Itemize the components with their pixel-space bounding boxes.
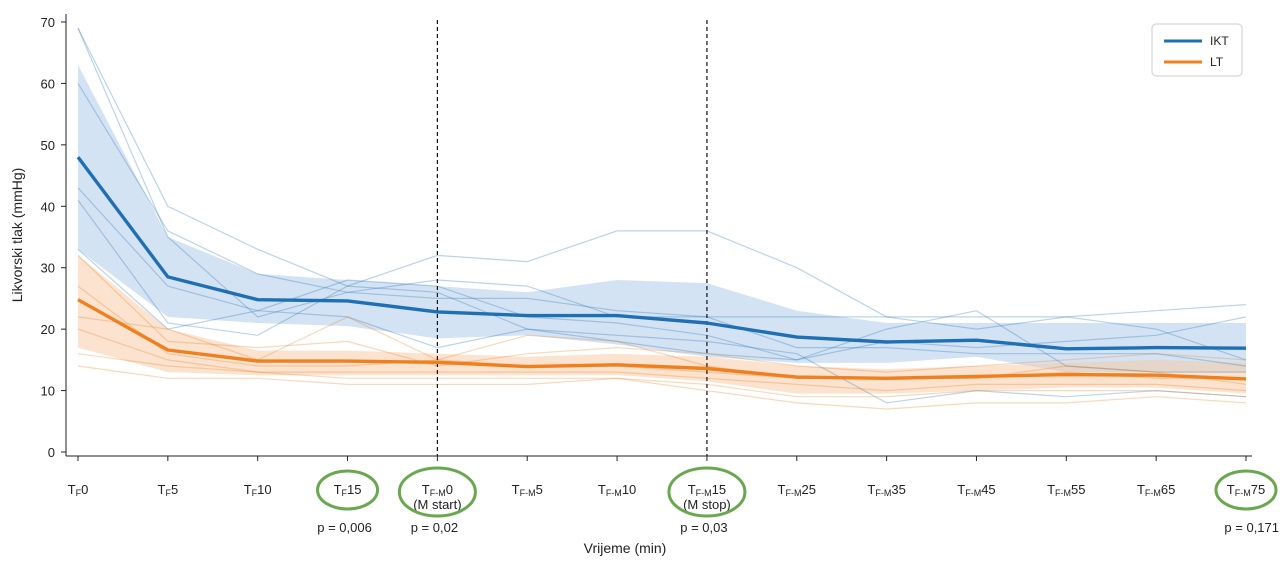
x-ticks: TF0 TF5 TF10 TF15 TF-M0(M start) TF-M5 TF-M10 T… [68, 456, 1265, 512]
x-tick-note: (M stop) [683, 497, 731, 512]
individual-line-ikt [77, 199, 1247, 404]
x-tick-label: TF-M75 [1227, 482, 1265, 498]
y-tick-label: 50 [41, 138, 55, 153]
x-tick-label: TF-M5 [512, 482, 543, 498]
legend-label-ikt: IKT [1210, 34, 1229, 48]
individual-line-lt [77, 285, 1246, 379]
marker-lines [436, 20, 708, 456]
p-value-label: p = 0,02 [411, 520, 458, 535]
x-tick-label: TF-M25 [778, 482, 816, 498]
mean-line-ikt [76, 156, 1247, 351]
y-tick-label: 60 [41, 76, 55, 91]
individual-line-lt [77, 365, 1247, 410]
band-ikt [78, 65, 1246, 373]
p-value-label: p = 0,171 [1224, 520, 1279, 535]
highlight-circle [397, 466, 477, 518]
y-tick-label: 30 [41, 261, 55, 276]
p-values: p = 0,006 p = 0,02 p = 0,03 p = 0,171 [317, 520, 1279, 535]
y-tick-label: 20 [41, 322, 55, 337]
x-tick-label: TF-M0 [422, 482, 453, 498]
x-tick-label: TF0 [68, 482, 89, 498]
legend-label-lt: LT [1210, 55, 1224, 69]
confidence-bands [78, 65, 1246, 394]
highlight-circle [667, 466, 747, 518]
mean-line-lt [77, 298, 1247, 381]
highlight-circle [1214, 469, 1278, 511]
x-tick-label: TF15 [334, 482, 362, 498]
highlight-circle [316, 469, 380, 511]
y-tick-label: 40 [41, 199, 55, 214]
x-tick-label: TF5 [158, 482, 179, 498]
x-tick-label: TF-M35 [867, 482, 905, 498]
individual-line-ikt [77, 248, 1247, 361]
highlight-circles [316, 466, 1278, 518]
x-tick-label: TF-M15 [688, 482, 726, 498]
p-value-label: p = 0,03 [680, 520, 727, 535]
x-tick-label: TF-M65 [1137, 482, 1175, 498]
axes [65, 14, 1252, 457]
individual-line-ikt [77, 27, 1247, 361]
x-tick-note: (M start) [413, 497, 461, 512]
legend-box [1151, 23, 1243, 77]
individual-line-ikt [77, 83, 1247, 367]
individual-line-lt [77, 316, 1247, 385]
y-axis-label: Likvorski tlak (mmHg) [9, 168, 25, 303]
x-tick-label: TF10 [244, 482, 272, 498]
individual-line-ikt [77, 187, 1246, 373]
y-ticks: 0 10 20 30 40 50 60 70 [41, 15, 66, 460]
x-axis-label: Vrijeme (min) [584, 540, 667, 556]
individual-line-ikt [77, 27, 1247, 318]
individual-lines [77, 27, 1247, 410]
individual-line-lt [77, 328, 1247, 392]
y-tick-label: 0 [48, 445, 55, 460]
x-tick-label: TF-M55 [1047, 482, 1085, 498]
mean-lines [76, 156, 1247, 381]
individual-line-lt [77, 254, 1247, 373]
x-tick-label: TF-M10 [598, 482, 636, 498]
x-tick-label: TF-M45 [957, 482, 995, 498]
individual-line-lt [77, 353, 1247, 398]
y-tick-label: 70 [41, 15, 55, 30]
legend: IKT LT [1151, 23, 1243, 77]
y-tick-label: 10 [41, 384, 55, 399]
p-value-label: p = 0,006 [317, 520, 372, 535]
band-lt [78, 255, 1246, 394]
